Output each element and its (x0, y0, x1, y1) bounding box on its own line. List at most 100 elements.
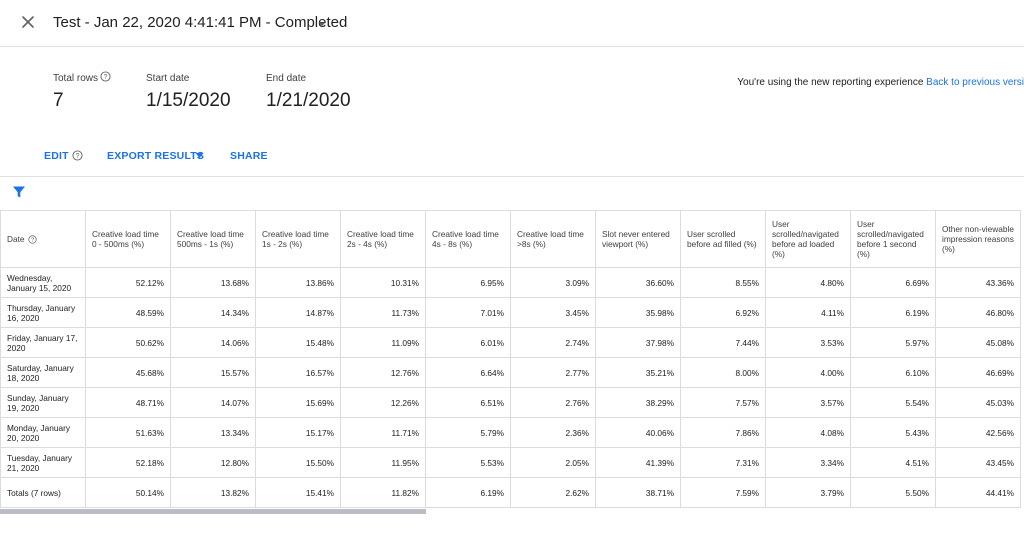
value-cell: 7.57% (680, 387, 766, 418)
value-cell: 13.68% (170, 267, 256, 298)
total-rows-label: Total rows (53, 73, 99, 84)
column-header[interactable]: User scrolled/navigated before 1 second … (850, 210, 936, 268)
value-cell: 38.71% (595, 477, 681, 508)
table-row: Saturday, January 18, 2020 45.68% 15.57% 16… (0, 357, 1021, 388)
value-cell: 2.74% (510, 327, 596, 358)
export-results-button[interactable]: EXPORT RESULTS (107, 150, 205, 162)
table-row: Friday, January 17, 2020 50.62% 14.06% 15.4… (0, 327, 1021, 358)
table-row: Thursday, January 16, 2020 48.59% 14.34% 14… (0, 297, 1021, 328)
value-cell: 46.69% (935, 357, 1021, 388)
date-cell: Saturday, January 18, 2020 (0, 357, 86, 388)
value-cell: 2.36% (510, 417, 596, 448)
value-cell: 50.62% (85, 327, 171, 358)
column-header[interactable]: Creative load time >8s (%) (510, 210, 596, 268)
reporting-banner: You're using the new reporting experienc… (737, 77, 1024, 88)
value-cell: 52.18% (85, 447, 171, 478)
column-header-label: Date (7, 233, 25, 244)
value-cell: 6.64% (425, 357, 511, 388)
value-cell: 6.92% (680, 297, 766, 328)
totals-label-cell: Totals (7 rows) (0, 477, 86, 508)
value-cell: 7.86% (680, 417, 766, 448)
value-cell: 12.26% (340, 387, 426, 418)
value-cell: 4.00% (765, 357, 851, 388)
value-cell: 38.29% (595, 387, 681, 418)
value-cell: 43.36% (935, 267, 1021, 298)
horizontal-scrollbar[interactable] (0, 509, 426, 514)
help-icon[interactable]: ? (72, 150, 83, 161)
value-cell: 6.19% (850, 297, 936, 328)
value-cell: 40.06% (595, 417, 681, 448)
value-cell: 52.12% (85, 267, 171, 298)
column-header[interactable]: Creative load time 2s - 4s (%) (340, 210, 426, 268)
value-cell: 15.41% (255, 477, 341, 508)
value-cell: 2.62% (510, 477, 596, 508)
value-cell: 50.14% (85, 477, 171, 508)
value-cell: 35.98% (595, 297, 681, 328)
value-cell: 15.48% (255, 327, 341, 358)
back-to-previous-link[interactable]: Back to previous versi (926, 77, 1024, 88)
toolbar-divider (0, 176, 1024, 177)
value-cell: 42.56% (935, 417, 1021, 448)
date-cell: Friday, January 17, 2020 (0, 327, 86, 358)
value-cell: 2.77% (510, 357, 596, 388)
value-cell: 15.50% (255, 447, 341, 478)
svg-text:?: ? (104, 74, 108, 81)
value-cell: 8.55% (680, 267, 766, 298)
caret-down-icon[interactable] (316, 18, 328, 30)
value-cell: 5.53% (425, 447, 511, 478)
column-header[interactable]: Creative load time 4s - 8s (%) (425, 210, 511, 268)
help-icon[interactable]: ? (100, 71, 111, 82)
edit-button[interactable]: EDIT (44, 150, 69, 162)
column-header[interactable]: Slot never entered viewport (%) (595, 210, 681, 268)
close-icon[interactable] (18, 12, 38, 32)
help-icon[interactable]: ? (27, 235, 37, 244)
value-cell: 45.08% (935, 327, 1021, 358)
value-cell: 3.53% (765, 327, 851, 358)
report-title: Test - Jan 22, 2020 4:41:41 PM - Complet… (53, 14, 348, 31)
value-cell: 4.51% (850, 447, 936, 478)
caret-down-icon[interactable] (195, 152, 204, 159)
value-cell: 4.08% (765, 417, 851, 448)
value-cell: 7.01% (425, 297, 511, 328)
value-cell: 6.01% (425, 327, 511, 358)
value-cell: 15.17% (255, 417, 341, 448)
value-cell: 43.45% (935, 447, 1021, 478)
value-cell: 12.76% (340, 357, 426, 388)
table-row: Tuesday, January 21, 2020 52.18% 12.80% 15.… (0, 447, 1021, 478)
value-cell: 6.51% (425, 387, 511, 418)
value-cell: 14.07% (170, 387, 256, 418)
column-header-date[interactable]: Date? (0, 210, 86, 268)
value-cell: 48.71% (85, 387, 171, 418)
value-cell: 5.54% (850, 387, 936, 418)
banner-text: You're using the new reporting experienc… (737, 77, 924, 88)
column-header[interactable]: User scrolled before ad filled (%) (680, 210, 766, 268)
value-cell: 5.79% (425, 417, 511, 448)
column-header[interactable]: Creative load time 500ms - 1s (%) (170, 210, 256, 268)
report-table-container[interactable]: Date? Creative load time 0 - 500ms (%) C… (0, 210, 1024, 508)
value-cell: 5.43% (850, 417, 936, 448)
value-cell: 41.39% (595, 447, 681, 478)
value-cell: 6.19% (425, 477, 511, 508)
value-cell: 6.69% (850, 267, 936, 298)
value-cell: 14.87% (255, 297, 341, 328)
column-header[interactable]: Creative load time 1s - 2s (%) (255, 210, 341, 268)
value-cell: 3.45% (510, 297, 596, 328)
filter-icon[interactable] (12, 185, 26, 199)
share-button[interactable]: SHARE (230, 150, 268, 162)
date-cell: Thursday, January 16, 2020 (0, 297, 86, 328)
value-cell: 45.03% (935, 387, 1021, 418)
value-cell: 51.63% (85, 417, 171, 448)
total-rows-value: 7 (53, 90, 64, 111)
value-cell: 3.34% (765, 447, 851, 478)
column-header[interactable]: Other non-viewable impression reasons (%… (935, 210, 1021, 268)
svg-text:?: ? (30, 238, 33, 244)
value-cell: 11.95% (340, 447, 426, 478)
date-cell: Tuesday, January 21, 2020 (0, 447, 86, 478)
report-table: Date? Creative load time 0 - 500ms (%) C… (0, 210, 1021, 508)
column-header[interactable]: User scrolled/navigated before ad loaded… (765, 210, 851, 268)
value-cell: 3.79% (765, 477, 851, 508)
value-cell: 2.05% (510, 447, 596, 478)
date-cell: Sunday, January 19, 2020 (0, 387, 86, 418)
start-date-value: 1/15/2020 (146, 90, 231, 111)
column-header[interactable]: Creative load time 0 - 500ms (%) (85, 210, 171, 268)
